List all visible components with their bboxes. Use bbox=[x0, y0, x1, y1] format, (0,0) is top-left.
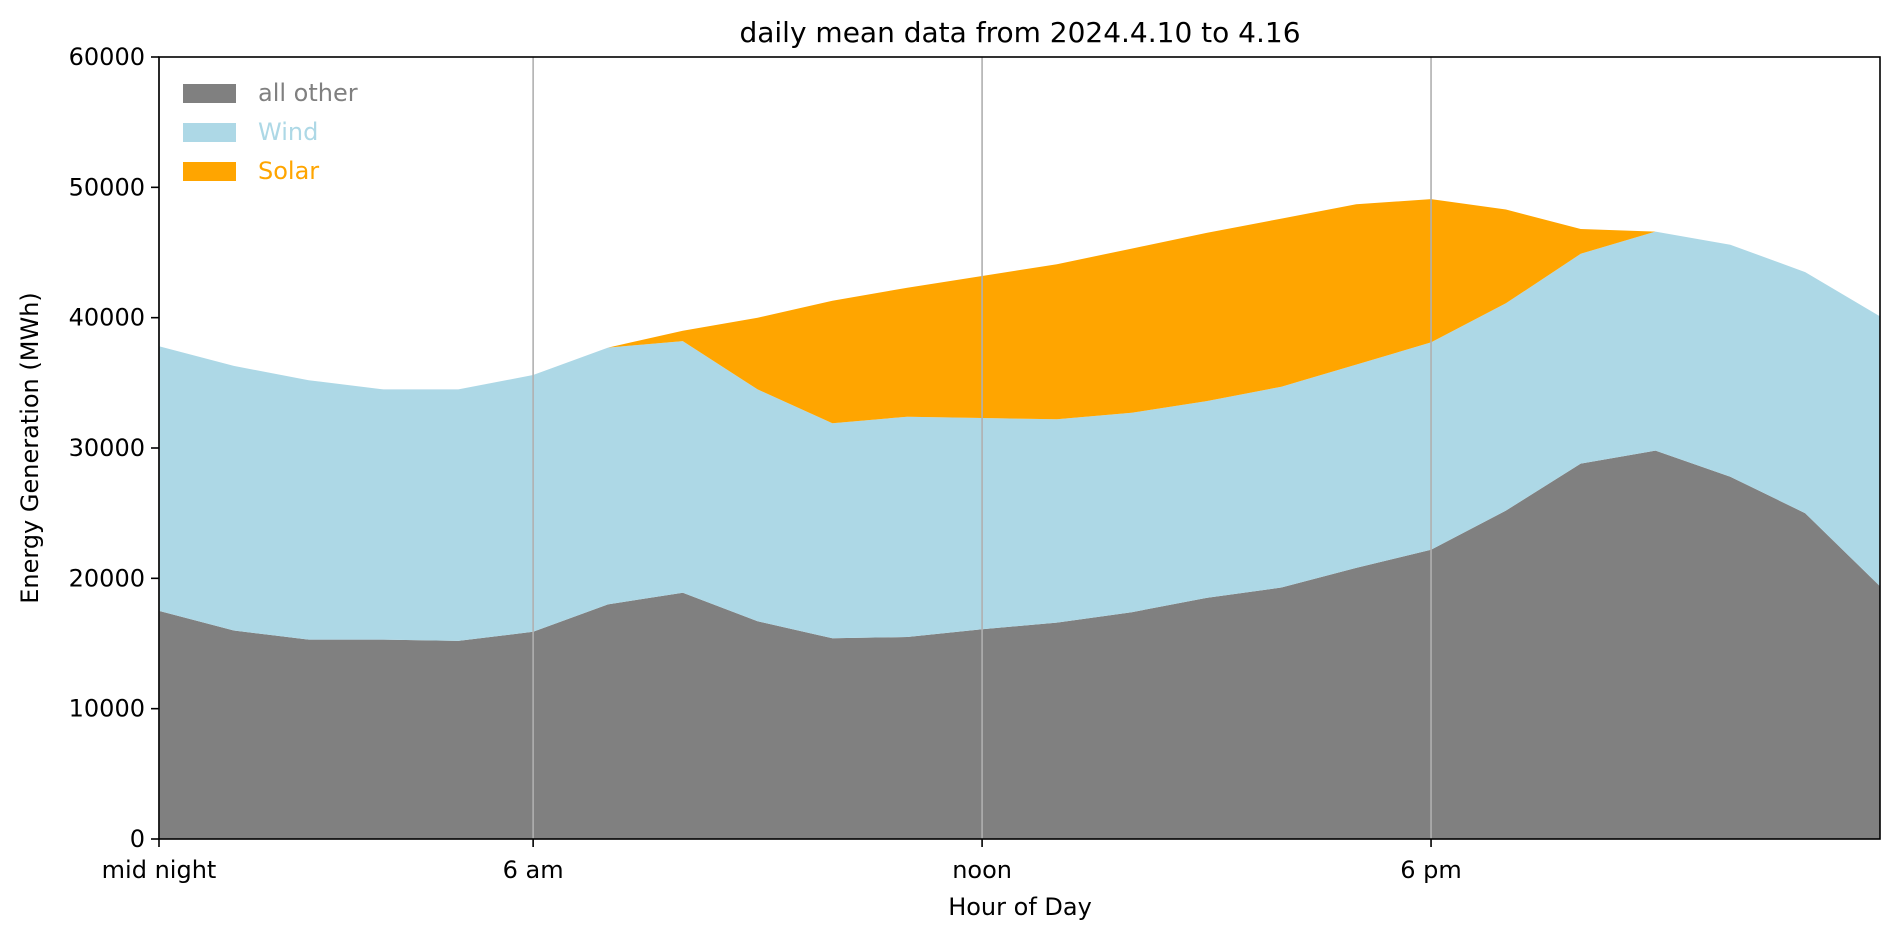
area-solar bbox=[159, 199, 1880, 424]
y-tick-label: 60000 bbox=[69, 43, 145, 71]
area-layer bbox=[159, 199, 1880, 839]
legend-label: Wind bbox=[258, 118, 318, 146]
legend: all other Wind Solar bbox=[183, 79, 358, 185]
legend-label: Solar bbox=[258, 157, 319, 185]
legend-swatch bbox=[183, 84, 236, 103]
legend-swatch bbox=[183, 123, 236, 142]
area-all-other bbox=[159, 450, 1880, 839]
y-axis-label: Energy Generation (MWh) bbox=[16, 292, 44, 604]
legend-label: all other bbox=[258, 79, 358, 107]
y-tick-label: 50000 bbox=[69, 173, 145, 201]
y-tick-label: 0 bbox=[130, 825, 145, 853]
y-tick-label: 30000 bbox=[69, 434, 145, 462]
x-axis-label: Hour of Day bbox=[948, 893, 1092, 921]
y-axis: 0 10000 20000 30000 40000 50000 60000 bbox=[69, 43, 159, 853]
x-tick-label: noon bbox=[952, 856, 1012, 884]
legend-swatch bbox=[183, 162, 236, 181]
chart-title: daily mean data from 2024.4.10 to 4.16 bbox=[739, 16, 1300, 49]
x-axis: mid night 6 am noon 6 pm bbox=[102, 839, 1462, 884]
x-tick-label: 6 pm bbox=[1400, 856, 1462, 884]
y-tick-label: 20000 bbox=[69, 564, 145, 592]
area-wind bbox=[159, 231, 1880, 641]
x-tick-label: 6 am bbox=[503, 856, 564, 884]
y-tick-label: 40000 bbox=[69, 304, 145, 332]
y-tick-label: 10000 bbox=[69, 695, 145, 723]
x-tick-label: mid night bbox=[102, 856, 217, 884]
